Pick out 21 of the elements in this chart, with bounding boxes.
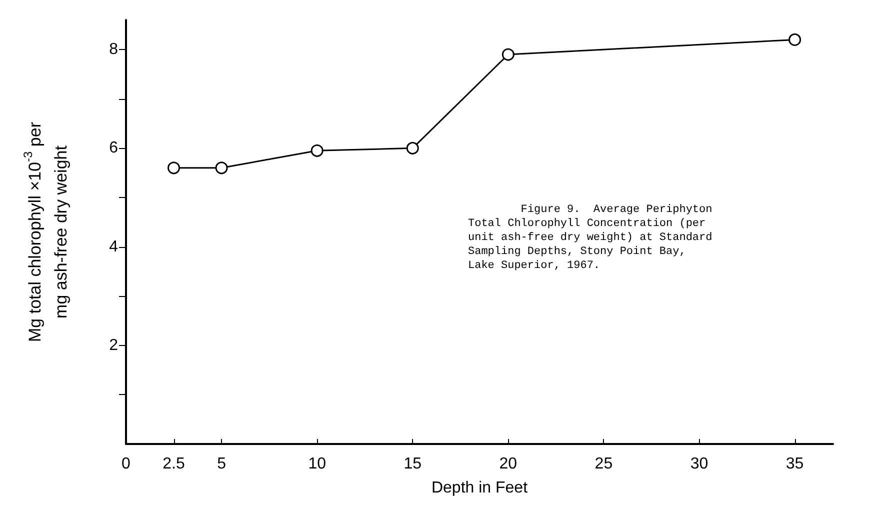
- point: [502, 48, 514, 61]
- y-tick-label: 2: [109, 336, 118, 354]
- x-tick-label: 30: [690, 456, 708, 472]
- x-tick-label: 0: [122, 456, 131, 472]
- point: [406, 142, 419, 154]
- x-tick-label: 10: [308, 456, 326, 472]
- x-tick-label: 2.5: [162, 456, 185, 472]
- x-tick-label: 20: [499, 456, 518, 472]
- point: [215, 162, 228, 174]
- x-axis-title: Depth in Feet: [431, 480, 528, 496]
- x-tick-label: 25: [594, 456, 613, 472]
- y-tick-label: 6: [109, 140, 118, 157]
- annotation: Figure 9. Average Periphyton Total Chlorophyll Concentration (per unit ash-free dry weight) at Standard Sampling Depths, Stony Point Bay, Lake Superior, 1967.: [468, 204, 712, 272]
- y-tick-label: 4: [109, 238, 118, 256]
- point: [310, 144, 324, 157]
- x-tick-label: 35: [786, 456, 804, 472]
- point: [168, 162, 180, 174]
- x-tick-label: 15: [404, 456, 422, 472]
- y-tick-label: 8: [109, 41, 118, 58]
- x-tick-label: 5: [217, 456, 226, 472]
- point: [788, 33, 802, 46]
